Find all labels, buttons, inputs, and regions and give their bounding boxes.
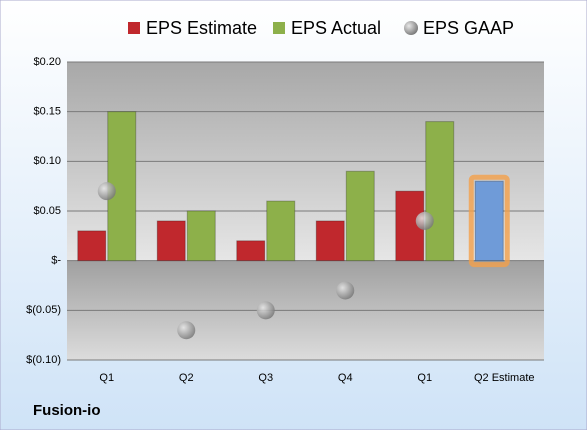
y-tick-label: $0.05 bbox=[33, 205, 61, 217]
bar bbox=[236, 240, 266, 262]
x-tick-label: Q1 bbox=[417, 372, 432, 384]
x-tick-label: Q1 bbox=[99, 372, 114, 384]
legend-label: EPS GAAP bbox=[423, 18, 514, 38]
y-tick-label: $0.20 bbox=[33, 56, 61, 68]
legend-marker bbox=[128, 22, 140, 34]
x-tick-label: Q4 bbox=[338, 372, 353, 384]
bar bbox=[425, 121, 455, 262]
bar-highlight bbox=[468, 174, 510, 268]
legend-label: EPS Actual bbox=[291, 18, 381, 38]
gaap-marker bbox=[415, 211, 434, 230]
legend-label: EPS Estimate bbox=[146, 18, 257, 38]
bar bbox=[345, 170, 375, 262]
y-tick-label: $0.10 bbox=[33, 155, 61, 167]
bar bbox=[77, 230, 107, 262]
bar bbox=[186, 210, 216, 262]
y-tick-label: $- bbox=[51, 255, 61, 267]
y-tick-label: $0.15 bbox=[33, 106, 61, 118]
y-tick-label: $(0.10) bbox=[26, 354, 61, 366]
gaap-marker bbox=[97, 182, 116, 201]
bar bbox=[156, 220, 186, 262]
x-tick-label: Q2 Estimate bbox=[474, 372, 535, 384]
legend-marker bbox=[273, 22, 285, 34]
bar bbox=[474, 180, 504, 262]
gaap-marker bbox=[256, 301, 275, 320]
bar bbox=[266, 200, 296, 262]
gaap-marker bbox=[336, 281, 355, 300]
bar bbox=[315, 220, 345, 262]
gaap-marker bbox=[177, 321, 196, 340]
x-tick-label: Q3 bbox=[258, 372, 273, 384]
y-tick-label: $(0.05) bbox=[26, 304, 61, 316]
x-tick-label: Q2 bbox=[179, 372, 194, 384]
legend-marker bbox=[404, 21, 418, 35]
footer: Fusion-io bbox=[33, 402, 101, 419]
